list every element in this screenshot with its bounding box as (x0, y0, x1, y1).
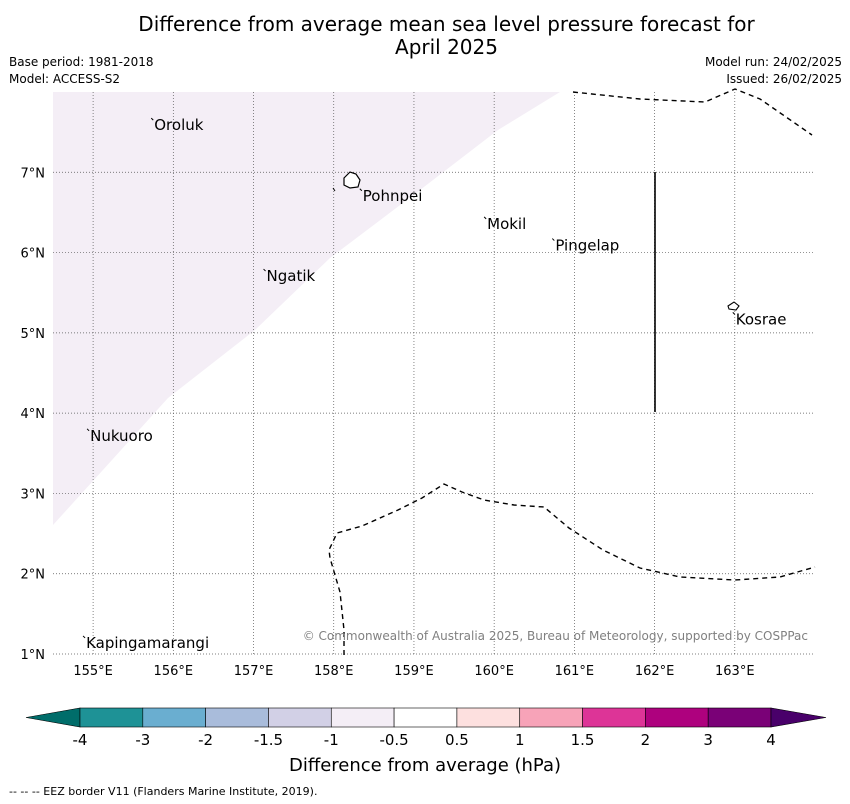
base-period: Base period: 1981-2018 (9, 55, 154, 69)
eez-border (328, 88, 816, 655)
colorbar-bin (645, 707, 709, 728)
place-name: Kapingamarangi (86, 634, 209, 652)
latitude-tick-label: 5°N (21, 327, 46, 342)
colorbar-tick-label: 1.5 (571, 731, 595, 749)
latitude-tick-label: 7°N (21, 166, 46, 181)
colorbar-tick-label: 3 (703, 731, 713, 749)
place-marker (150, 117, 154, 121)
longitude-tick-label: 157°E (234, 664, 274, 679)
meta-left: Base period: 1981-2018 Model: ACCESS-S2 (9, 54, 154, 88)
colorbar-bin (268, 707, 332, 728)
colorbar-bin (330, 707, 395, 728)
kosrae-island (727, 301, 740, 311)
model-run: Model run: 24/02/2025 (704, 55, 842, 69)
colorbar-label: Difference from average (hPa) (288, 755, 562, 776)
colorbar-bin (79, 707, 144, 728)
longitude-tick-label: 156°E (154, 664, 194, 679)
model-name: Model: ACCESS-S2 (9, 72, 121, 86)
place-name: Pohnpei (363, 187, 423, 205)
colorbar-bin (519, 707, 583, 728)
colorbar-tick-label: 4 (766, 731, 776, 749)
colorbar: -4 -3 -2 -1.5 -1 -0.5 0.5 1 1.5 2 3 4 (25, 707, 827, 749)
colorbar-bin (142, 707, 206, 728)
colorbar-bin (707, 707, 772, 728)
latitude-tick-label: 3°N (21, 487, 46, 502)
colorbar-tick-label: -0.5 (379, 731, 408, 749)
title-line-1: Difference from average mean sea level p… (138, 12, 755, 36)
colorbar-bin (582, 707, 646, 728)
colorbar-tick-label: 2 (641, 731, 651, 749)
colorbar-tick-label: -1.5 (254, 731, 283, 749)
place-marker (483, 216, 487, 220)
colorbar-tick-label: -4 (73, 731, 88, 749)
longitude-tick-label: 160°E (474, 664, 514, 679)
place-marker (86, 428, 90, 432)
longitude-tick-label: 155°E (73, 664, 113, 679)
colorbar-tick-label: 1 (515, 731, 525, 749)
latitude-tick-label: 6°N (21, 247, 46, 262)
colorbar-extend-max (770, 707, 827, 728)
map-gridlines (53, 92, 815, 655)
place-name: Mokil (487, 215, 526, 233)
place-name: Oroluk (154, 116, 203, 134)
place-marker (82, 635, 86, 639)
place-name: Ngatik (267, 267, 316, 285)
place-marker (732, 312, 736, 315)
anomaly-shade-region (53, 92, 560, 525)
title-line-2: April 2025 (395, 35, 498, 59)
longitude-ticks: 155°E 156°E 157°E 158°E 159°E 160°E 161°E 162°E… (73, 664, 754, 679)
colorbar-tick-label: -3 (135, 731, 150, 749)
eez-legend-note: -- -- -- EEZ border V11 (Flanders Marine… (9, 785, 318, 798)
longitude-tick-label: 162°E (635, 664, 675, 679)
colorbar-tick-label: 0.5 (445, 731, 469, 749)
pohnpei-island (343, 171, 361, 189)
latitude-tick-label: 1°N (21, 648, 46, 663)
place-labels: Oroluk Pohnpei Mokil Pingelap Ngatik Kosrae Nu… (82, 116, 787, 652)
copyright-text: © Commonwealth of Australia 2025, Bureau… (303, 629, 808, 643)
place-marker (359, 188, 363, 192)
latitude-tick-label: 4°N (21, 407, 46, 422)
colorbar-bin (456, 707, 521, 728)
colorbar-bin (205, 707, 269, 728)
colorbar-bin (393, 707, 458, 728)
place-marker (551, 238, 555, 241)
meta-right: Model run: 24/02/2025 Issued: 26/02/2025 (705, 54, 842, 88)
longitude-tick-label: 163°E (715, 664, 755, 679)
latitude-tick-label: 2°N (21, 568, 46, 583)
issued-date: Issued: 26/02/2025 (726, 72, 842, 86)
place-marker (263, 268, 266, 272)
place-name: Nukuoro (90, 427, 153, 445)
longitude-tick-label: 159°E (394, 664, 434, 679)
place-name: Pingelap (555, 237, 619, 255)
longitude-tick-label: 161°E (555, 664, 595, 679)
colorbar-tick-label: -2 (198, 731, 213, 749)
longitude-tick-label: 158°E (314, 664, 354, 679)
colorbar-tick-label: -1 (324, 731, 339, 749)
pohnpei-reef (332, 187, 336, 192)
latitude-ticks: 7°N 6°N 5°N 4°N 3°N 2°N 1°N (21, 166, 46, 663)
colorbar-extend-min (25, 707, 81, 728)
chart-title: Difference from average mean sea level p… (0, 13, 850, 59)
place-name: Kosrae (736, 310, 787, 328)
